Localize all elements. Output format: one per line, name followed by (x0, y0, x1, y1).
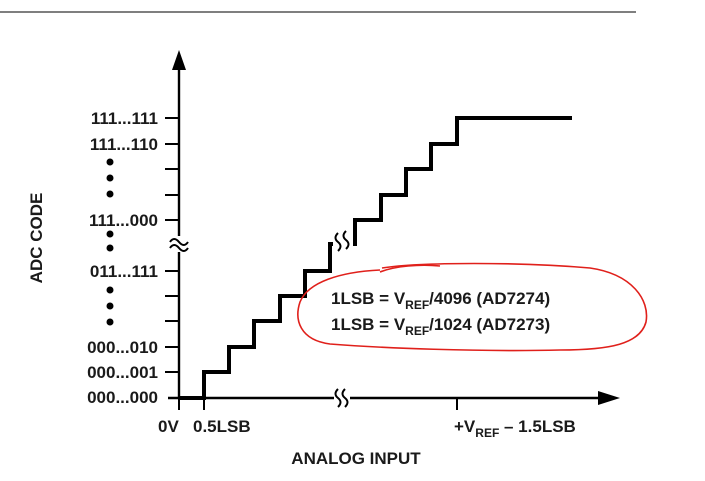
y-ticks (165, 117, 179, 373)
note-2-prefix: 1LSB = V (331, 315, 406, 334)
x-label-vref-suffix: – 1.5LSB (499, 417, 576, 436)
y-label-000-010: 000...010 (87, 338, 158, 357)
x-label-origin: 0V (158, 417, 179, 436)
y-label-111-110: 111...110 (90, 135, 158, 154)
note-2-suffix: /1024 (AD7273) (429, 315, 550, 334)
note-1-suffix: /4096 (AD7274) (429, 289, 550, 308)
ellipsis-dots-middle (106, 230, 114, 252)
staircase-break (333, 228, 353, 252)
x-ticks (178, 398, 458, 410)
y-axis-title: ADC CODE (27, 193, 46, 284)
x-label-vref-sub: REF (475, 426, 499, 440)
note-1-prefix: 1LSB = V (331, 289, 406, 308)
y-axis-arrow (172, 50, 186, 70)
red-annotation-tail (379, 264, 441, 273)
y-label-111-111: 111...111 (91, 109, 158, 128)
note-2-sub: REF (405, 324, 429, 338)
x-axis-arrow (598, 391, 620, 405)
lsb-note-ad7274: 1LSB = VREF/4096 (AD7274) (331, 289, 550, 312)
ellipsis-dots-upper (106, 158, 114, 198)
x-label-half-lsb: 0.5LSB (193, 417, 251, 436)
y-label-000-001: 000...001 (87, 363, 158, 382)
y-axis-break (168, 236, 190, 252)
x-label-vref-prefix: +V (454, 417, 476, 436)
ellipsis-dots-lower (106, 286, 114, 326)
x-axis-title: ANALOG INPUT (291, 449, 421, 468)
y-label-000-000: 000...000 (87, 388, 158, 407)
x-axis-break (334, 388, 350, 408)
transfer-staircase (179, 116, 572, 400)
red-annotation-circle (297, 262, 648, 352)
y-label-111-000: 111...000 (89, 211, 158, 230)
y-label-011-111: 011...111 (90, 262, 158, 281)
note-1-sub: REF (405, 298, 429, 312)
lsb-note-ad7273: 1LSB = VREF/1024 (AD7273) (331, 315, 550, 338)
x-label-vref-minus-1-5lsb: +VREF – 1.5LSB (454, 417, 576, 440)
